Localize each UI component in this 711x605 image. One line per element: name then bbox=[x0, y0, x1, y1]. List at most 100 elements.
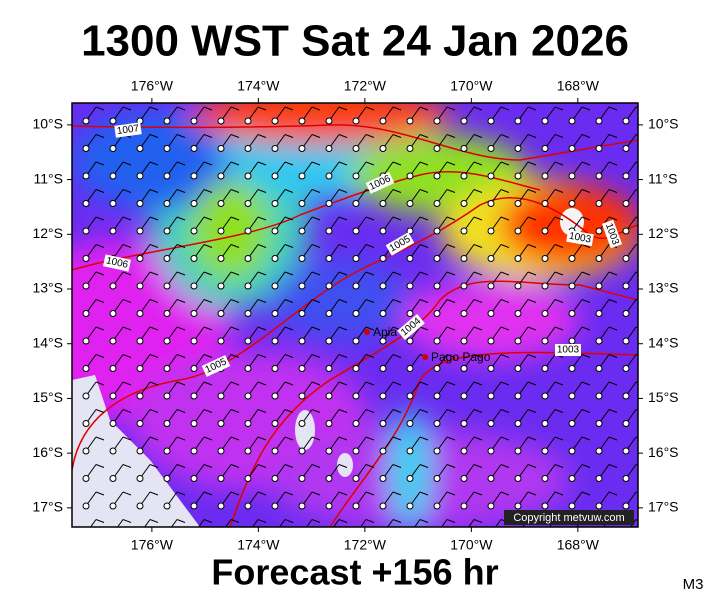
wind-barb bbox=[554, 244, 564, 248]
wind-barb bbox=[446, 106, 456, 111]
wind-station bbox=[136, 392, 144, 400]
lat-label: 16°S bbox=[32, 444, 63, 460]
wind-station bbox=[82, 392, 90, 400]
wind-station bbox=[190, 145, 198, 152]
wind-barb bbox=[527, 354, 537, 358]
lon-label: 174°W bbox=[237, 537, 280, 553]
wind-station bbox=[568, 392, 576, 400]
wind-station bbox=[298, 447, 306, 455]
wind-station bbox=[487, 420, 495, 427]
wind-barb bbox=[257, 189, 267, 193]
wind-barb bbox=[95, 381, 105, 386]
wind-station bbox=[298, 172, 306, 180]
wind-barb bbox=[419, 326, 429, 331]
wind-station bbox=[109, 392, 117, 400]
wind-barb bbox=[122, 381, 132, 386]
wind-station bbox=[568, 282, 576, 290]
wind-barb bbox=[554, 464, 564, 468]
wind-barb bbox=[446, 436, 456, 441]
wind-barb bbox=[392, 519, 402, 523]
wind-station bbox=[461, 531, 467, 537]
wind-station bbox=[379, 420, 387, 427]
wind-station bbox=[487, 227, 495, 235]
wind-barb bbox=[284, 326, 294, 331]
wind-barb bbox=[446, 519, 456, 523]
model-label: M3 bbox=[683, 576, 704, 593]
wind-barb bbox=[554, 436, 564, 441]
wind-barb bbox=[392, 354, 402, 358]
wind-barb bbox=[122, 464, 132, 468]
isobar-label: 1007 bbox=[114, 122, 142, 138]
wind-barb bbox=[365, 381, 375, 386]
wind-station bbox=[433, 447, 441, 455]
lat-label: 13°S bbox=[32, 280, 63, 296]
wind-barb bbox=[473, 409, 483, 413]
wind-station bbox=[541, 310, 549, 317]
wind-station bbox=[433, 227, 441, 235]
wind-barb bbox=[608, 106, 618, 111]
wind-station bbox=[271, 282, 279, 290]
wind-station bbox=[541, 365, 549, 372]
wind-station bbox=[109, 337, 117, 345]
wind-barb bbox=[149, 216, 159, 221]
wind-station bbox=[217, 447, 225, 455]
wind-station bbox=[82, 420, 90, 427]
wind-station bbox=[298, 200, 306, 207]
wind-barb bbox=[527, 326, 537, 331]
wind-barb bbox=[473, 354, 483, 358]
wind-station bbox=[137, 531, 143, 537]
wind-barb bbox=[122, 271, 132, 276]
wind-station bbox=[433, 145, 441, 152]
wind-station bbox=[326, 531, 332, 537]
wind-barb bbox=[554, 326, 564, 331]
wind-station bbox=[217, 310, 225, 317]
wind-station bbox=[433, 502, 441, 510]
wind-barb bbox=[419, 106, 429, 111]
wind-barb bbox=[284, 189, 294, 193]
wind-barb bbox=[257, 436, 267, 441]
wind-station bbox=[298, 310, 306, 317]
wind-barb bbox=[230, 491, 240, 496]
wind-barb bbox=[608, 436, 618, 441]
wind-barb bbox=[149, 271, 159, 276]
wind-barb bbox=[230, 216, 240, 221]
wind-station bbox=[299, 531, 305, 537]
wind-barb bbox=[365, 491, 375, 496]
wind-barb bbox=[230, 244, 240, 248]
wind-station bbox=[271, 117, 279, 125]
wind-barb bbox=[338, 491, 348, 496]
wind-barb bbox=[338, 244, 348, 248]
wind-station bbox=[190, 117, 198, 125]
wind-barb bbox=[419, 216, 429, 221]
wind-barb bbox=[365, 326, 375, 331]
wind-station bbox=[514, 255, 522, 262]
wind-barb bbox=[365, 244, 375, 248]
wind-barb bbox=[446, 491, 456, 496]
wind-station bbox=[82, 255, 90, 262]
wind-barb bbox=[473, 244, 483, 248]
wind-station bbox=[271, 227, 279, 235]
wind-barb bbox=[365, 106, 375, 111]
wind-station bbox=[514, 227, 522, 235]
wind-station bbox=[190, 392, 198, 400]
wind-barb bbox=[392, 381, 402, 386]
wind-barb bbox=[95, 106, 105, 111]
wind-station bbox=[541, 337, 549, 345]
wind-barb bbox=[581, 491, 591, 496]
wind-barb bbox=[554, 134, 564, 138]
wind-station bbox=[271, 447, 279, 455]
wind-barb bbox=[257, 381, 267, 386]
wind-barb bbox=[95, 519, 105, 523]
wind-station bbox=[406, 310, 414, 317]
wind-barb bbox=[311, 271, 321, 276]
wind-barb bbox=[176, 189, 186, 193]
isobar-label: 1006 bbox=[103, 254, 131, 272]
wind-barb bbox=[446, 409, 456, 413]
wind-station bbox=[190, 310, 198, 317]
wind-station bbox=[163, 117, 171, 125]
wind-station bbox=[514, 310, 522, 317]
wind-barb bbox=[203, 381, 213, 386]
wind-station bbox=[271, 310, 279, 317]
wind-barb bbox=[284, 491, 294, 496]
wind-station bbox=[136, 145, 144, 152]
